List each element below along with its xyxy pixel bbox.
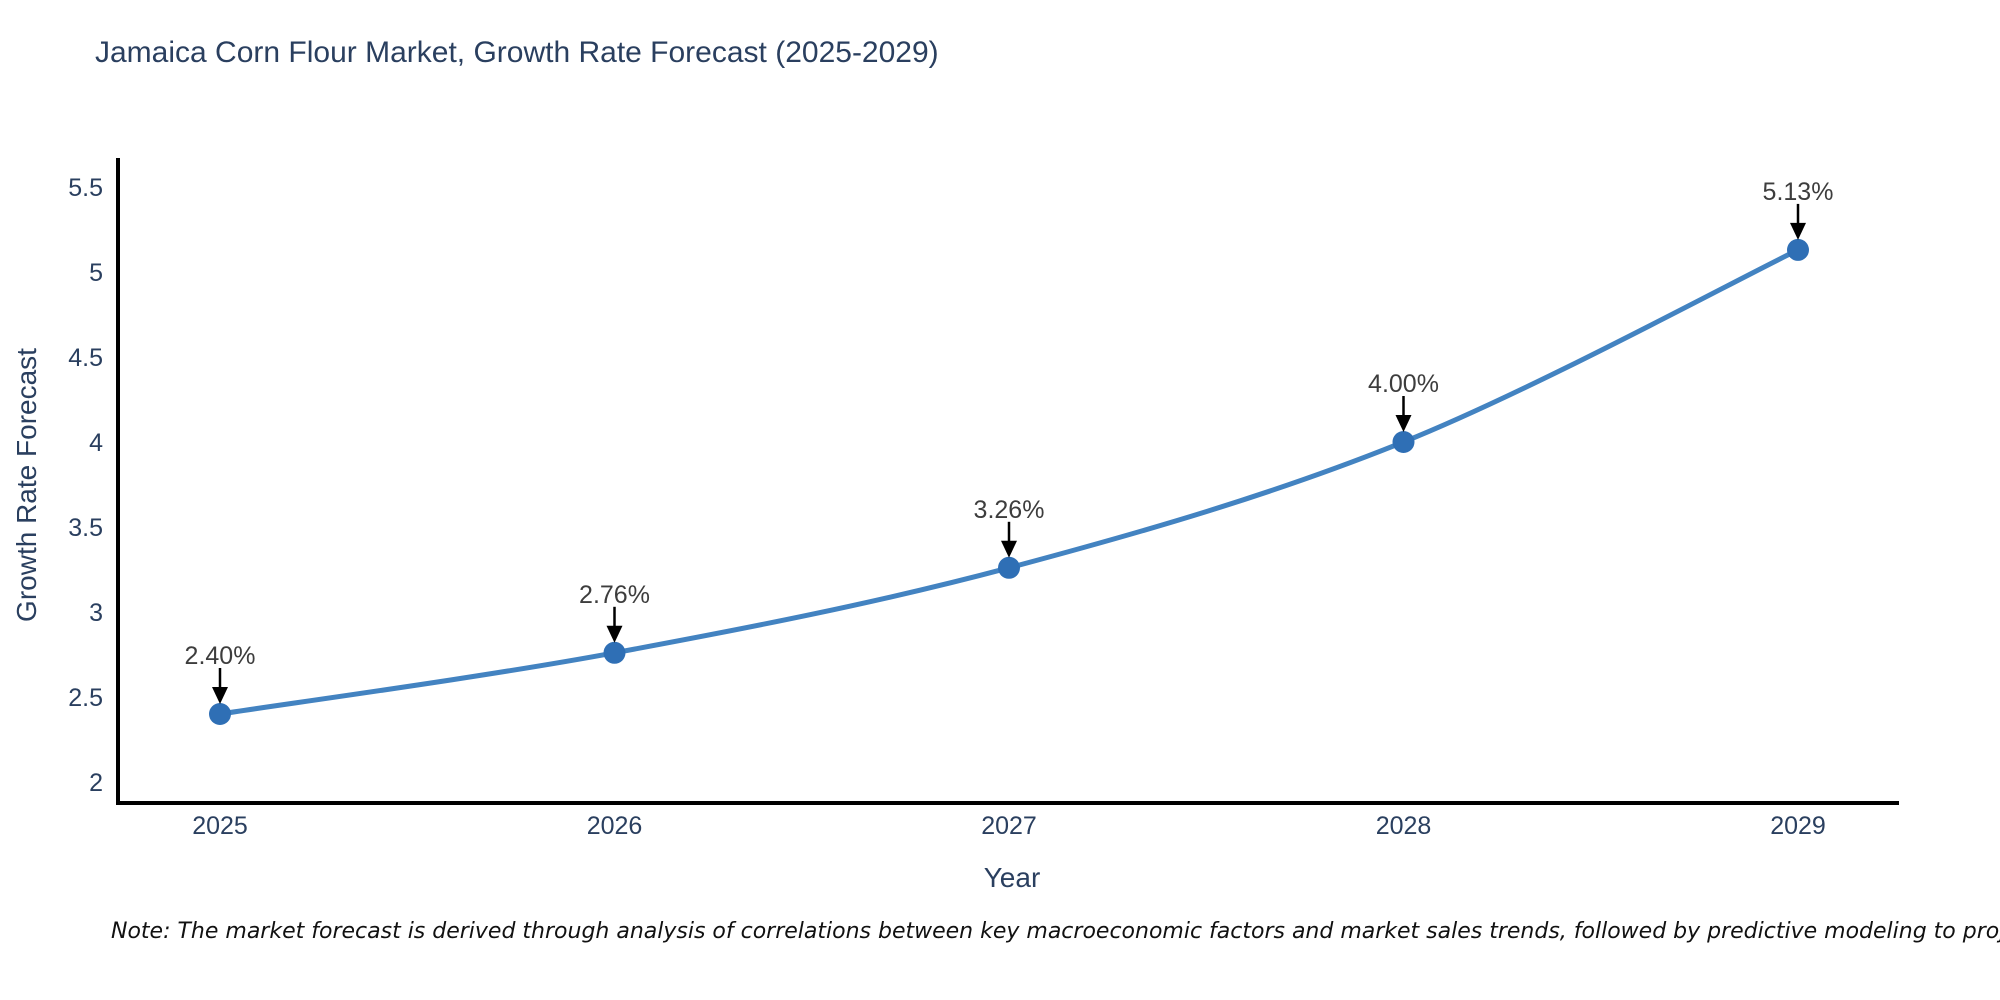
y-tick-label: 4.5 <box>68 344 103 372</box>
chart-title: Jamaica Corn Flour Market, Growth Rate F… <box>95 36 939 69</box>
data-point-label: 3.26% <box>974 496 1045 524</box>
data-point-marker <box>209 703 231 725</box>
y-tick-label: 5 <box>89 259 103 287</box>
data-point-label: 2.40% <box>185 642 256 670</box>
x-tick-label: 2029 <box>1770 812 1826 840</box>
y-axis-title: Growth Rate Forecast <box>11 348 42 622</box>
annotation-arrowhead-icon <box>212 687 228 704</box>
data-point-marker <box>998 556 1020 579</box>
y-tick-label: 2.5 <box>68 684 103 712</box>
x-tick-label: 2026 <box>587 812 643 840</box>
data-point-label: 4.00% <box>1368 370 1439 398</box>
data-point-marker <box>1787 238 1809 261</box>
annotation-arrowhead-icon <box>1395 415 1412 432</box>
x-tick-label: 2028 <box>1376 812 1432 840</box>
data-point-label: 2.76% <box>579 581 650 609</box>
annotation-arrowhead-icon <box>606 625 623 643</box>
x-tick-label: 2027 <box>981 812 1037 840</box>
x-axis-title: Year <box>983 862 1041 893</box>
trend-line <box>217 247 1801 717</box>
annotation-arrowhead-icon <box>1790 222 1806 240</box>
annotation-arrowhead-icon <box>1001 540 1017 558</box>
data-point-marker <box>603 641 626 664</box>
y-tick-label: 3 <box>89 599 103 627</box>
y-tick-label: 2 <box>89 769 103 797</box>
y-tick-label: 5.5 <box>68 174 103 202</box>
data-point-marker <box>1392 431 1415 453</box>
y-tick-label: 3.5 <box>68 514 103 542</box>
x-tick-label: 2025 <box>192 812 248 840</box>
data-point-label: 5.13% <box>1763 178 1834 206</box>
y-tick-label: 4 <box>89 429 103 457</box>
footnote: Note: The market forecast is derived thr… <box>111 919 2000 944</box>
